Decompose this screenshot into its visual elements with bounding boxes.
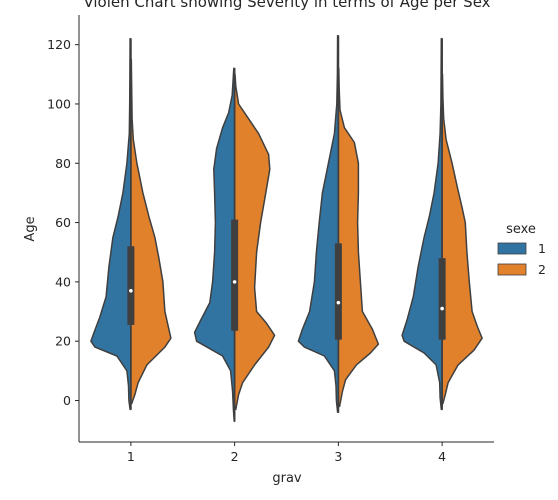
median-point-grav-4: [440, 306, 444, 311]
legend-swatch-2: [497, 263, 527, 276]
y-tick-label-20: 20: [55, 334, 71, 349]
median-point-grav-3: [336, 300, 341, 305]
x-axis-label: grav: [272, 471, 302, 486]
legend-swatch-1: [497, 242, 527, 255]
y-tick-labels: 0 20 40 60 80 100 120: [47, 37, 71, 408]
iqr-box-grav-2: [231, 219, 239, 331]
y-tick-label-100: 100: [47, 96, 71, 111]
legend-title: sexe: [506, 222, 536, 237]
y-tick-label-0: 0: [63, 393, 71, 408]
x-tick-label-2: 2: [231, 449, 239, 464]
y-tick-label-60: 60: [55, 215, 71, 230]
violin-half-sexe-1-grav-2: [193, 67, 236, 422]
y-tick-label-120: 120: [47, 37, 71, 52]
legend-label-1: 1: [538, 241, 546, 256]
median-point-grav-1: [129, 288, 133, 293]
y-tick-label-40: 40: [55, 274, 71, 289]
y-tick-label-80: 80: [55, 156, 71, 171]
iqr-box-grav-1: [127, 246, 135, 325]
y-axis-label: Age: [23, 216, 38, 241]
chart-title: Violen Chart showing Severity in terms o…: [83, 0, 490, 11]
violin-half-sexe-2-grav-3: [337, 67, 380, 408]
violin-half-sexe-1-grav-3: [297, 35, 340, 414]
violin-half-sexe-1-grav-1: [90, 37, 132, 411]
x-tick-labels: 1 2 3 4: [127, 449, 446, 464]
box-layer: [127, 35, 446, 422]
legend-label-2: 2: [538, 262, 546, 277]
violin-layer: [90, 35, 483, 422]
violin-half-sexe-2-grav-2: [233, 73, 276, 411]
iqr-box-grav-4: [438, 258, 446, 340]
violin-half-sexe-1-grav-4: [401, 37, 443, 411]
violin-half-sexe-2-grav-4: [441, 73, 483, 405]
legend: sexe 1 2: [497, 222, 546, 277]
iqr-box-grav-3: [334, 243, 342, 340]
x-tick-label-4: 4: [438, 449, 446, 464]
x-tick-label-3: 3: [334, 449, 342, 464]
median-point-grav-2: [232, 280, 237, 284]
axes-layer: [75, 15, 494, 446]
x-tick-label-1: 1: [127, 449, 135, 464]
violin-half-sexe-2-grav-1: [130, 58, 172, 405]
